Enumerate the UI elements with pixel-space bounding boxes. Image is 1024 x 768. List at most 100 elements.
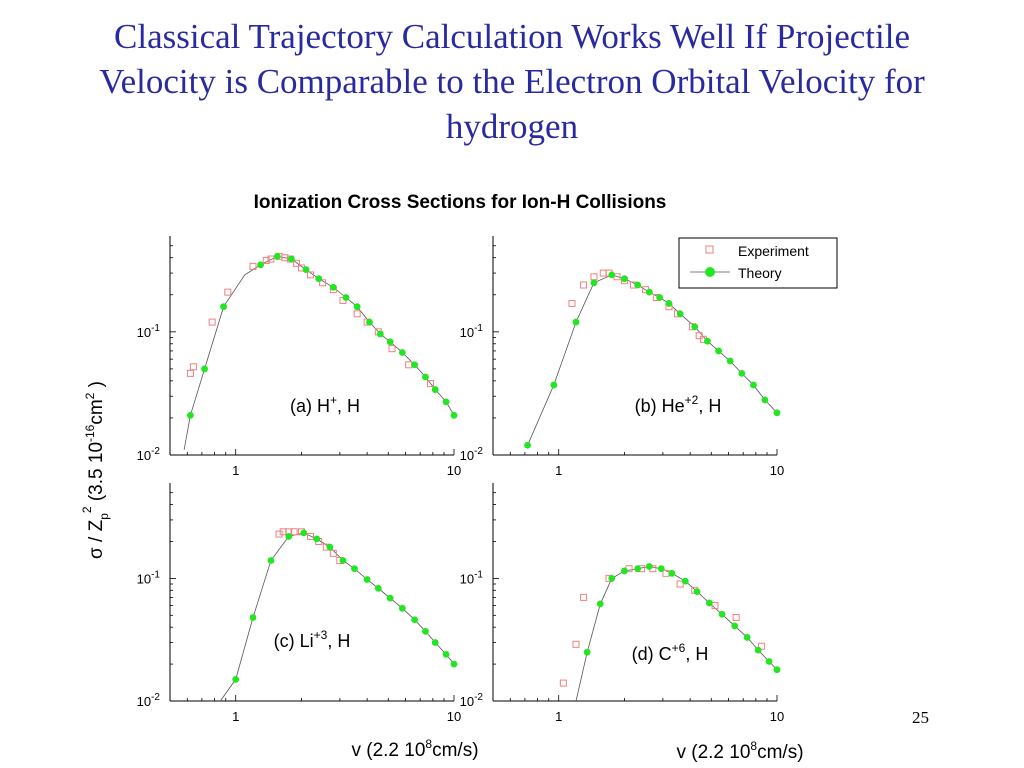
panel-label: (d) C+6, H (632, 641, 709, 664)
experiment-point (249, 262, 257, 270)
experiment-point (732, 613, 740, 621)
theory-point (693, 588, 701, 596)
y-tick-label: 10-2 (137, 692, 161, 709)
theory-point (442, 650, 450, 658)
theory-point (718, 610, 726, 618)
experiment-point (388, 345, 396, 353)
theory-point (773, 666, 781, 674)
theory-point (691, 323, 699, 331)
panel-label: (b) He+2, H (635, 393, 722, 416)
theory-point (705, 599, 713, 607)
legend-box (678, 237, 838, 289)
x-tick-label: 10 (447, 709, 461, 724)
theory-point (339, 557, 347, 564)
theory-point (761, 396, 769, 404)
theory-point (704, 337, 711, 345)
y-tick-label: 10-2 (137, 446, 161, 463)
theory-point (621, 275, 628, 283)
theory-point (634, 281, 642, 289)
experiment-point (306, 532, 314, 540)
y-tick-label: 10-2 (460, 446, 484, 463)
experiment-point (711, 602, 719, 610)
theory-point (450, 660, 458, 668)
experiment-point (695, 332, 703, 340)
theory-point (590, 279, 598, 287)
theory-point (657, 565, 665, 573)
theory-point (738, 369, 746, 377)
theory-point (220, 303, 227, 311)
theory-point (634, 565, 642, 573)
theory-point (442, 398, 450, 406)
experiment-point (319, 279, 327, 287)
x-tick-label: 1 (555, 463, 562, 478)
theory-point (645, 288, 653, 296)
legend-experiment-label: Experiment (738, 243, 809, 259)
y-tick-label: 10-1 (460, 569, 484, 586)
theory-point (754, 646, 762, 654)
panel-1: 10-1 10-2 1 10 (a) H+, H (137, 236, 461, 478)
theory-point (249, 614, 257, 621)
theory-point (257, 261, 264, 269)
theory-point (422, 627, 429, 635)
theory-point (681, 577, 689, 585)
slide-title: Classical Trajectory Calculation Works W… (0, 14, 1024, 149)
experiment-point (599, 269, 607, 277)
theory-curve (575, 566, 778, 702)
theory-point (608, 575, 616, 582)
experiment-point (189, 363, 197, 371)
theory-point (665, 300, 673, 307)
y-tick-label: 10-1 (460, 323, 484, 340)
legend-experiment-marker (705, 245, 714, 254)
theory-point (656, 294, 664, 301)
theory-point (186, 411, 194, 419)
theory-point (386, 594, 394, 602)
experiment-point (580, 593, 588, 601)
y-tick-label: 10-1 (137, 569, 161, 586)
theory-point (411, 616, 419, 624)
theory-point (431, 639, 439, 646)
theory-point (267, 557, 275, 564)
theory-point (232, 676, 240, 683)
theory-point (366, 318, 373, 326)
theory-point (285, 533, 293, 540)
theory-point (431, 386, 439, 393)
theory-point (668, 569, 676, 577)
experiment-point (329, 549, 337, 557)
theory-point (750, 381, 757, 389)
experiment-point (572, 640, 580, 648)
theory-curve (183, 255, 455, 450)
theory-point (315, 275, 323, 283)
panel-3: 10-1 10-2 1 10 (c) Li+3, H (137, 483, 461, 724)
experiment-point (559, 679, 567, 687)
theory-point (726, 357, 734, 365)
panel-2: 10-1 10-2 1 10 (b) He+2, H (460, 236, 784, 478)
panels: 10-1 10-2 1 10 (a) H+, H 10-1 10-2 1 10 (b) He+2,… (137, 236, 784, 724)
experiment-point (353, 310, 361, 318)
theory-point (676, 310, 684, 318)
y-axis-label: σ / Zp2 (3.5 10-16cm2 ) (80, 381, 111, 559)
theory-point (376, 330, 384, 338)
theory-point (621, 567, 628, 575)
experiment-point (186, 369, 194, 377)
theory-point (300, 529, 308, 537)
panel-label: (c) Li+3, H (274, 628, 351, 651)
theory-point (550, 381, 558, 389)
theory-point (422, 373, 429, 381)
theory-point (351, 565, 358, 573)
theory-point (342, 294, 350, 301)
theory-point (329, 283, 337, 291)
experiment-point (676, 580, 684, 588)
slide-title-line: hydrogen (445, 107, 579, 146)
panel-4: 10-1 10-2 1 10 (d) C+6, H (460, 483, 784, 724)
theory-point (608, 271, 616, 279)
experiment-point (267, 255, 275, 263)
panel-label: (a) H+, H (290, 393, 360, 416)
theory-point (288, 255, 295, 263)
experiment-point (293, 259, 301, 267)
theory-point (450, 411, 458, 419)
figure-title: Ionization Cross Sections for Ion-H Coll… (254, 192, 667, 213)
theory-point (386, 338, 394, 346)
experiment-point (758, 642, 766, 650)
theory-point (398, 349, 406, 356)
